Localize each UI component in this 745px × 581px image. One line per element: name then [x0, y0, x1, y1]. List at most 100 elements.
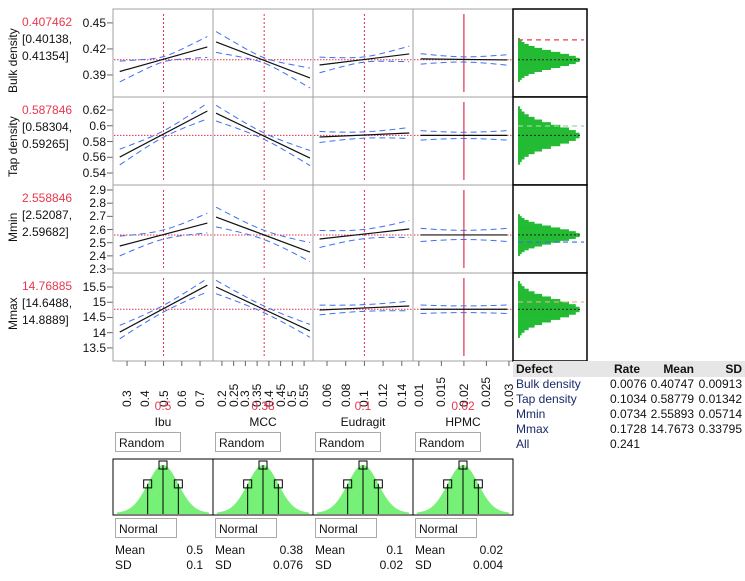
distribution-handle[interactable] [158, 460, 168, 470]
confidence-lower [215, 226, 311, 263]
mean-label: Mean [315, 543, 346, 557]
sd-value[interactable]: 0.1 [186, 558, 203, 572]
distribution-handle[interactable] [143, 479, 153, 489]
confidence-lower [420, 312, 508, 315]
defect-table-row: Mmin 0.0734 2.55893 0.05714 [513, 407, 745, 422]
histogram-bar [518, 227, 561, 230]
sd-value[interactable]: 0.02 [379, 558, 403, 572]
y-tick-label: 0.6 [89, 118, 106, 133]
defect-rate: 0.0734 [610, 407, 647, 421]
distribution-select[interactable]: Normal [415, 518, 477, 538]
distribution-handle[interactable] [258, 460, 268, 470]
defect-table-row: All 0.241 [513, 437, 745, 452]
distribution-handle[interactable] [273, 479, 283, 489]
histogram-bar [518, 57, 580, 61]
random-type-select[interactable]: Random [315, 432, 381, 452]
y-tick-label: 2.5 [89, 235, 106, 250]
profile-panel [112, 8, 214, 98]
defect-sd: 0.01342 [698, 392, 742, 406]
y-tick-label: 2.9 [89, 183, 106, 197]
defect-sd: 0.33795 [698, 422, 742, 436]
distribution-handle[interactable] [473, 479, 483, 489]
sd-row: SD 0.004 [415, 558, 503, 572]
header-mean: Mean [663, 362, 694, 376]
factor-value[interactable]: 0.02 [451, 399, 475, 413]
histogram-bar [518, 304, 576, 308]
distribution-preview [212, 458, 314, 516]
histogram-bar [518, 61, 576, 65]
profile-panel [112, 272, 214, 362]
distribution-select[interactable]: Normal [115, 518, 177, 538]
factor-name: HPMC [445, 415, 481, 429]
profile-panel [112, 96, 214, 186]
sd-value[interactable]: 0.076 [272, 558, 303, 572]
histogram-bar [518, 148, 543, 152]
defect-table-row: Bulk density 0.0076 0.40747 0.00913 [513, 377, 745, 392]
histogram-bar [518, 156, 525, 160]
prediction-line [420, 58, 508, 61]
distribution-handle[interactable] [358, 460, 368, 470]
confidence-upper [119, 212, 208, 237]
factor-value[interactable]: 0.1 [354, 399, 372, 413]
confidence-lower [420, 138, 508, 141]
defect-table-row: Tap density 0.1034 0.58779 0.01342 [513, 392, 745, 407]
histogram-bar [518, 73, 529, 76]
distribution-handle[interactable] [173, 479, 183, 489]
histogram-bar [518, 238, 569, 241]
histogram-bar [518, 153, 529, 157]
mean-value[interactable]: 0.38 [279, 543, 303, 557]
distribution-handle[interactable] [373, 479, 383, 489]
histogram-bar [518, 306, 580, 310]
response-value: 0.587846 [22, 103, 73, 117]
confidence-upper [215, 206, 311, 244]
histogram-bar [518, 38, 520, 41]
histogram-bar [518, 43, 529, 47]
prediction-line [119, 46, 208, 73]
mean-value[interactable]: 0.1 [386, 543, 403, 557]
distribution-select[interactable]: Normal [315, 518, 377, 538]
profile-panel [312, 184, 414, 274]
distribution-handle[interactable] [458, 460, 468, 470]
factor-value[interactable]: 0.38 [251, 399, 275, 413]
histogram-bar [518, 309, 580, 313]
random-type-select[interactable]: Random [415, 432, 481, 452]
histogram-bar [518, 234, 580, 238]
histogram-bar [518, 319, 551, 323]
random-type-select[interactable]: Random [215, 432, 281, 452]
histogram-bar [518, 143, 561, 147]
distribution-preview [412, 458, 514, 516]
distribution-handle[interactable] [243, 479, 253, 489]
y-tick-label: 15 [92, 295, 106, 310]
confidence-lower [215, 120, 311, 167]
histogram-bar [518, 63, 569, 67]
confidence-lower [119, 291, 208, 340]
confidence-upper [215, 31, 311, 69]
random-type-select[interactable]: Random [115, 432, 181, 452]
histogram-bar [518, 225, 551, 228]
prediction-line [215, 216, 311, 253]
histogram-bar [518, 106, 520, 110]
factor-name: Eudragit [340, 415, 386, 429]
distribution-handle[interactable] [343, 479, 353, 489]
defect-rate: 0.1034 [610, 392, 647, 406]
histogram-bar [518, 231, 576, 234]
y-tick-label: 2.6 [89, 222, 106, 237]
mean-value[interactable]: 0.02 [479, 543, 503, 557]
histogram-bar [518, 71, 535, 74]
mean-row: Mean 0.5 [115, 543, 203, 557]
y-tick-label: 0.56 [82, 150, 106, 165]
header-defect: Defect [516, 362, 553, 376]
factor-value[interactable]: 0.5 [154, 399, 172, 413]
distribution-handle[interactable] [443, 479, 453, 489]
response-value: 2.558846 [22, 191, 73, 205]
histogram-bar [518, 233, 580, 236]
sd-value[interactable]: 0.004 [472, 558, 503, 572]
mean-value[interactable]: 0.5 [186, 543, 203, 557]
histogram-bar [518, 293, 543, 297]
profile-panel [312, 8, 414, 98]
histogram-bar [518, 324, 535, 328]
distribution-preview [312, 458, 414, 516]
sd-label: SD [315, 558, 332, 572]
distribution-select[interactable]: Normal [215, 518, 277, 538]
sd-row: SD 0.076 [215, 558, 303, 572]
